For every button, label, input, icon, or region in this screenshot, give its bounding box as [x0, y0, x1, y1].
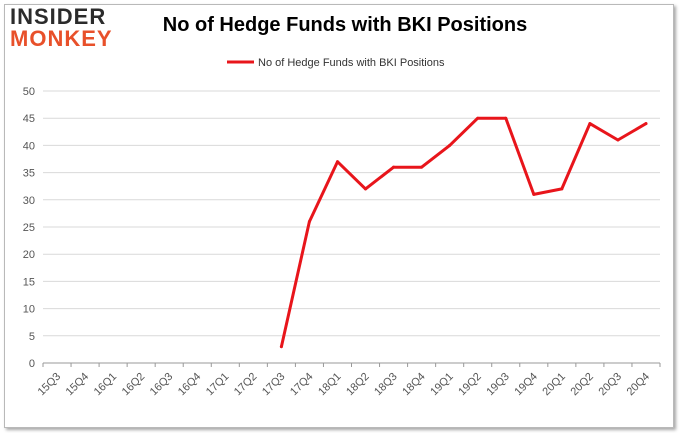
y-tick-label: 35: [23, 168, 35, 180]
x-tick-label: 19Q3: [484, 371, 512, 399]
x-axis-ticks: 15Q3 15Q4 16Q1 16Q2 16Q3 16Q4 17Q1 17Q2 17Q3 17Q4…: [36, 363, 661, 399]
data-point: [448, 143, 452, 147]
x-tick-label: 17Q3: [260, 371, 288, 399]
y-tick-label: 15: [23, 276, 35, 288]
y-tick-label: 45: [23, 113, 35, 125]
data-point: [335, 160, 339, 164]
x-tick-label: 20Q1: [540, 371, 568, 399]
x-tick-label: 18Q3: [372, 371, 400, 399]
logo-word-monkey: MONKEY: [10, 26, 113, 51]
insider-monkey-logo: INSIDER MONKEY: [10, 6, 130, 56]
y-tick-label: 30: [23, 195, 35, 207]
x-tick-label: 16Q4: [176, 371, 204, 399]
x-tick-label: 20Q2: [568, 371, 596, 399]
x-tick-label: 15Q4: [64, 371, 92, 399]
x-tick-label: 20Q4: [625, 371, 653, 399]
data-point: [560, 187, 564, 191]
x-tick-label: 18Q2: [344, 371, 372, 399]
data-point: [532, 192, 536, 196]
y-tick-label: 20: [23, 249, 35, 261]
y-tick-label: 5: [29, 331, 35, 343]
data-point: [616, 138, 620, 142]
data-point: [644, 122, 648, 126]
series-layer: [279, 116, 648, 349]
x-tick-label: 17Q2: [232, 371, 260, 399]
x-tick-label: 16Q3: [148, 371, 176, 399]
x-tick-label: 16Q1: [92, 371, 120, 399]
x-tick-label: 18Q4: [400, 371, 428, 399]
y-axis-ticks: 0 5 10 15 20 25 30 35 40 45 50: [23, 86, 35, 370]
y-tick-label: 50: [23, 86, 35, 98]
chart-title: No of Hedge Funds with BKI Positions: [162, 14, 528, 36]
data-point: [307, 220, 311, 224]
legend: No of Hedge Funds with BKI Positions: [227, 57, 445, 69]
logo-word-insider: INSIDER: [10, 4, 107, 29]
y-tick-label: 0: [29, 358, 35, 370]
data-point: [364, 187, 368, 191]
data-point: [504, 116, 508, 120]
data-point: [420, 165, 424, 169]
x-tick-label: 20Q3: [597, 371, 625, 399]
x-tick-label: 17Q1: [204, 371, 232, 399]
y-tick-label: 10: [23, 304, 35, 316]
x-tick-label: 16Q2: [120, 371, 148, 399]
chart-frame: [4, 4, 674, 428]
gridlines: [43, 90, 660, 364]
data-point: [588, 122, 592, 126]
x-tick-label: 19Q2: [456, 371, 484, 399]
x-tick-label: 18Q1: [316, 371, 344, 399]
y-tick-label: 25: [23, 222, 35, 234]
data-point: [279, 345, 283, 349]
data-point: [392, 165, 396, 169]
data-point: [476, 116, 480, 120]
legend-label: No of Hedge Funds with BKI Positions: [258, 57, 445, 69]
x-tick-label: 19Q1: [428, 371, 456, 399]
x-tick-label: 19Q4: [512, 371, 540, 399]
x-tick-label: 17Q4: [288, 371, 316, 399]
y-tick-label: 40: [23, 140, 35, 152]
series-line-0: [279, 116, 648, 349]
x-tick-label: 15Q3: [36, 371, 64, 399]
